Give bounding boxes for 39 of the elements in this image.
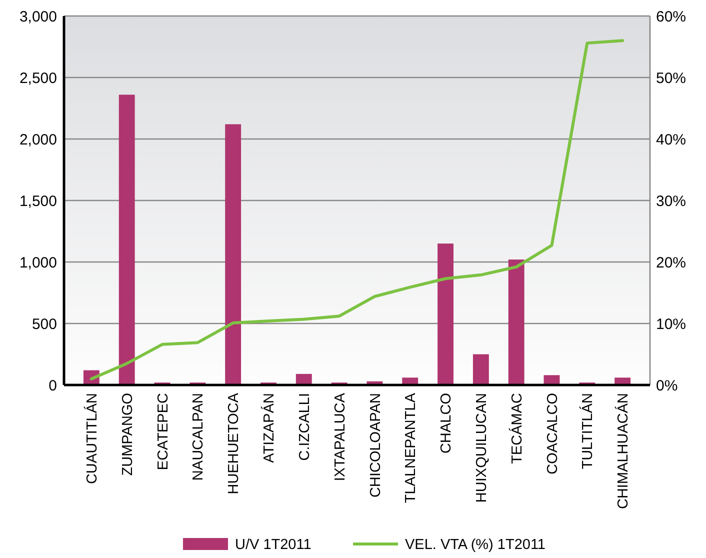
line-series [90, 39, 624, 380]
x-tick-label: CUAUTITLÁN [84, 393, 101, 484]
x-tick-label: CHALCO [438, 393, 455, 454]
legend-label: U/V 1T2011 [235, 537, 312, 554]
x-tick-label: HUEHUETOCA [226, 392, 242, 494]
x-tick-label: HUIXQUILUCAN [474, 393, 490, 503]
x-tick-label: CHIMALHUACÁN [614, 393, 632, 510]
y2-tick-label: 50% [656, 70, 686, 87]
y-tick-label: 1,000 [19, 254, 57, 272]
bar [118, 94, 135, 385]
x-tick-label: ZUMPANGO [120, 393, 136, 476]
bar [225, 124, 242, 385]
y2-tick-label: 40% [656, 131, 686, 148]
y-tick-label: 1,500 [19, 192, 57, 210]
y-tick-label: 3,000 [19, 8, 57, 26]
y2-tick-label: 0% [656, 377, 678, 394]
x-tick-label: TLALNEPANTLA [403, 392, 420, 504]
y2-tick-label: 20% [656, 254, 686, 272]
x-tick-label: NAUCALPAN [190, 393, 207, 481]
y-tick-label: 500 [32, 316, 57, 333]
y-tick-label: 0 [48, 377, 57, 394]
bar [472, 354, 489, 385]
x-tick-label: ECATEPEC [155, 393, 172, 470]
x-tick-label: TULTITLÁN [579, 393, 596, 470]
x-tick-label: CHICOLOAPAN [368, 393, 384, 498]
y-tick-label: 2,500 [19, 70, 57, 87]
legend-label: VEL. VTA (%) 1T2011 [405, 537, 546, 554]
bar [296, 374, 312, 385]
bar [438, 244, 454, 385]
bar [508, 260, 524, 385]
y2-tick-label: 10% [656, 316, 686, 333]
y2-tick-label: 30% [656, 192, 686, 210]
x-tick-label: C.IZCALLI [296, 393, 313, 461]
x-tick-label: ATIZAPÁN [260, 393, 278, 463]
y2-tick-label: 60% [656, 8, 686, 26]
x-tick-label: IXTAPALUCA [332, 392, 348, 482]
x-tick-label: COACALCO [544, 393, 561, 474]
x-tick-label: TECÁMAC [508, 393, 526, 464]
y-tick-label: 2,000 [19, 131, 57, 148]
